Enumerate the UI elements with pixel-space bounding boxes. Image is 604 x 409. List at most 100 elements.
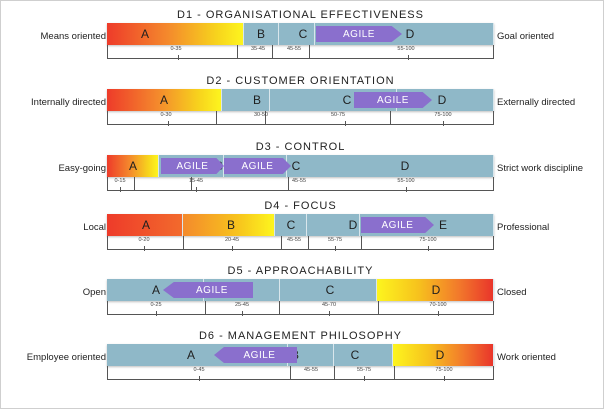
segment-letter: A xyxy=(140,27,150,41)
range-label: 45-70 xyxy=(321,302,337,308)
segment-b xyxy=(204,279,280,301)
range-label: 55-100 xyxy=(397,178,415,184)
left-pole-label: Easy-going xyxy=(58,163,106,174)
agile-marker: AGILE xyxy=(361,217,434,233)
scale-midtick xyxy=(428,246,429,251)
dimension-title: D4 - FOCUS xyxy=(264,200,337,212)
range-label: 45-55 xyxy=(286,46,302,52)
dimension-row: D4 - FOCUS Local Professional A B C D E AGILE 0-2… xyxy=(0,200,604,256)
agile-marker: AGILE xyxy=(214,347,297,363)
range-scale: 0-45 45-55 55-75 75-100 xyxy=(107,366,494,381)
range-label: 0-25 xyxy=(150,302,162,308)
dimension-title: D5 - APPROACHABILITY xyxy=(227,265,374,277)
range-label: 45-55 xyxy=(303,367,319,373)
segment-d xyxy=(315,23,494,45)
range-label: 0-45 xyxy=(193,367,205,373)
range-scale: 0-35 35-45 45-55 55-100 xyxy=(107,45,494,60)
dimension-row: D5 - APPROACHABILITYOpenClosedABCDAGILE0… xyxy=(0,265,604,321)
scale-tick xyxy=(265,111,266,124)
scale-midtick xyxy=(329,311,330,316)
range-label: 20-45 xyxy=(224,237,240,243)
scale-midtick xyxy=(406,187,407,192)
scale-midtick xyxy=(242,311,243,316)
segment-b xyxy=(288,344,334,366)
range-label: 55-75 xyxy=(327,237,343,243)
segment-letter: C xyxy=(342,93,352,107)
scale-midtick xyxy=(444,376,445,381)
scale-midtick xyxy=(345,121,346,126)
scale-midtick xyxy=(199,376,200,381)
scale-midtick xyxy=(438,311,439,316)
segment-letter: C xyxy=(286,218,296,232)
scale-midtick xyxy=(120,187,121,192)
segment-d xyxy=(393,344,494,366)
agile-marker: AGILE xyxy=(161,158,224,174)
segment-letter: C xyxy=(325,283,335,297)
range-scale: 0-30 30-50 50-75 75-100 xyxy=(107,111,494,126)
segment-letter: D xyxy=(348,218,358,232)
segment-a xyxy=(107,23,244,45)
range-label: 75-100 xyxy=(435,367,453,373)
range-label: 75-100 xyxy=(419,237,437,243)
range-label: 45-55 xyxy=(291,178,307,184)
scale-tick xyxy=(279,301,280,314)
scale-tick xyxy=(281,236,282,249)
left-pole-label: Local xyxy=(83,222,106,233)
scale-tick xyxy=(205,301,206,314)
left-pole-label: Means oriented xyxy=(40,31,106,42)
range-scale: 0-15 15-45 45-55 55-100 xyxy=(107,177,494,192)
range-scale: 0-20 20-45 45-55 55-75 75-100 xyxy=(107,236,494,251)
segment-letter: A xyxy=(186,348,196,362)
range-label: 0-20 xyxy=(138,237,150,243)
dimension-title: D1 - ORGANISATIONAL EFFECTIVENESS xyxy=(177,9,424,21)
right-pole-label: Externally directed xyxy=(497,97,576,108)
right-pole-label: Goal oriented xyxy=(497,31,555,42)
scale-midtick xyxy=(364,376,365,381)
dimension-row: D2 - CUSTOMER ORIENTATION Internally dire… xyxy=(0,75,604,131)
scale-midtick xyxy=(335,246,336,251)
agile-marker: AGILE xyxy=(354,92,432,108)
segment-c xyxy=(334,344,393,366)
agile-marker: AGILE xyxy=(163,282,253,298)
segment-letter: D xyxy=(437,93,447,107)
segment-d xyxy=(377,279,494,301)
range-label: 55-100 xyxy=(397,46,415,52)
segment-a xyxy=(107,214,183,236)
segment-b xyxy=(222,89,270,111)
scale-tick xyxy=(183,236,184,249)
dimension-bar: ABCDAGILEAGILE xyxy=(107,155,494,177)
dimension-title: D2 - CUSTOMER ORIENTATION xyxy=(206,75,395,87)
segment-c xyxy=(275,214,307,236)
right-pole-label: Work oriented xyxy=(497,352,556,363)
scale-tick xyxy=(308,236,309,249)
range-scale: 0-25 25-45 45-70 70-100 xyxy=(107,301,494,316)
scale-tick xyxy=(378,301,379,314)
dimension-row: D6 - MANAGEMENT PHILOSOPHY Employee orien… xyxy=(0,330,604,386)
range-label: 0-35 xyxy=(170,46,182,52)
segment-letter: A xyxy=(141,218,151,232)
range-label: 25-45 xyxy=(234,302,250,308)
left-pole-label: Internally directed xyxy=(31,97,106,108)
segment-letter: D xyxy=(400,159,410,173)
scale-tick xyxy=(272,45,273,58)
scale-tick xyxy=(191,177,192,190)
range-label: 50-75 xyxy=(330,112,346,118)
segment-c xyxy=(279,23,315,45)
segment-letter: D xyxy=(405,27,415,41)
range-label: 55-75 xyxy=(356,367,372,373)
segment-letter: D xyxy=(435,348,445,362)
scale-tick xyxy=(290,366,291,379)
segment-letter: D xyxy=(431,283,441,297)
segment-a xyxy=(107,89,222,111)
scale-tick xyxy=(288,177,289,190)
dimension-row: D3 - CONTROL Easy-going Strict work discip… xyxy=(0,141,604,197)
dimension-bar: A B C D E AGILE xyxy=(107,214,494,236)
right-pole-label: Professional xyxy=(497,222,550,233)
segment-letter: C xyxy=(298,27,308,41)
dimension-title: D6 - MANAGEMENT PHILOSOPHY xyxy=(198,330,403,342)
scale-tick xyxy=(309,45,310,58)
range-label: 30-50 xyxy=(253,112,269,118)
